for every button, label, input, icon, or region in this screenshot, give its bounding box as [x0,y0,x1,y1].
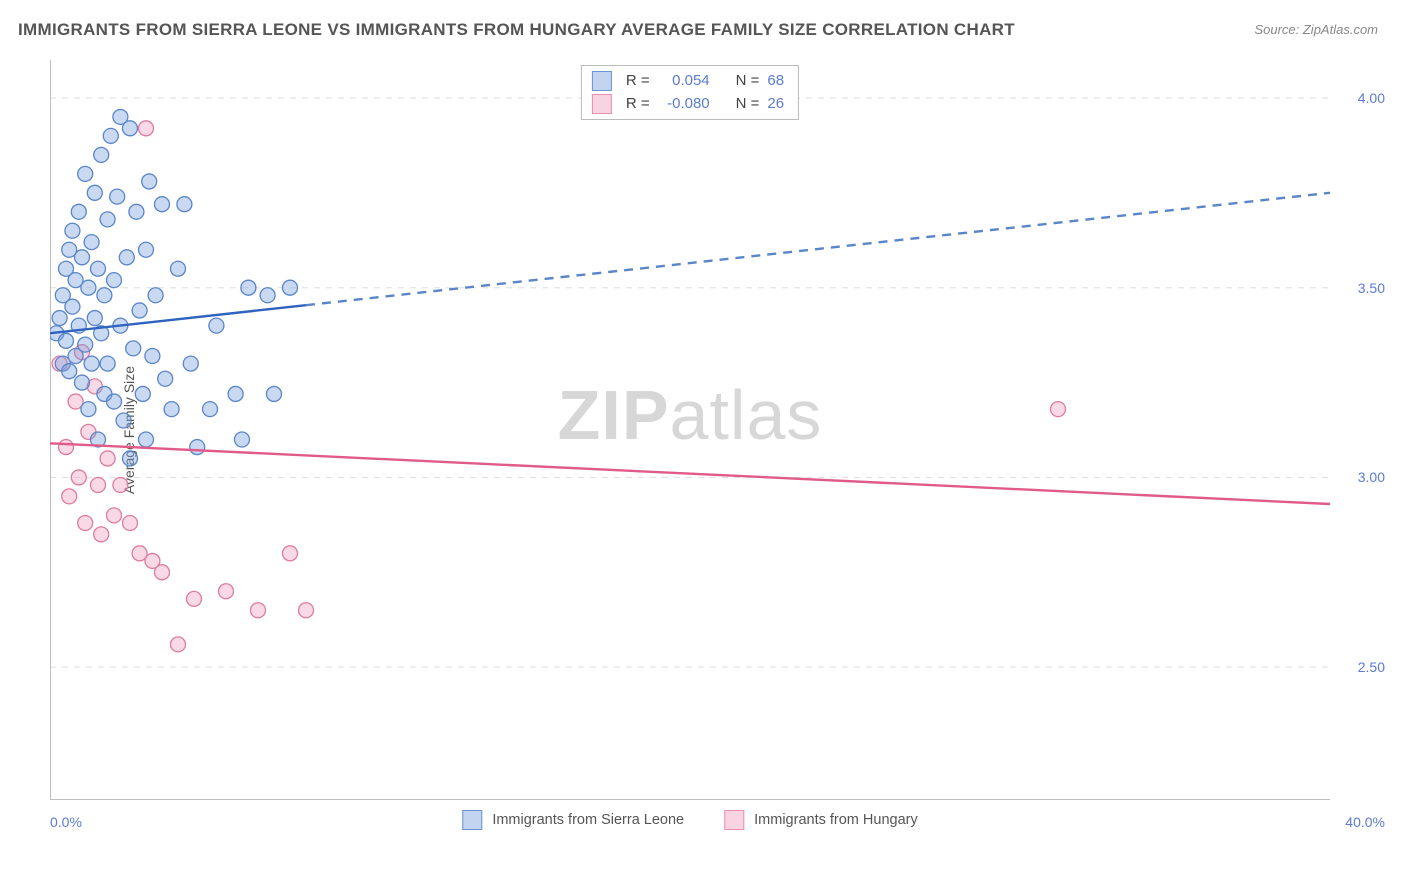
series-legend: Immigrants from Sierra Leone Immigrants … [462,810,917,830]
r-label: R = [626,70,650,93]
legend-row: R = -0.080 N = 26 [592,93,784,116]
legend-item: Immigrants from Sierra Leone [462,810,684,830]
chart-title: IMMIGRANTS FROM SIERRA LEONE VS IMMIGRAN… [18,20,1015,40]
n-label: N = [736,93,760,116]
x-tick-min: 0.0% [50,814,82,830]
legend-label: Immigrants from Hungary [754,812,918,828]
legend-swatch-pink [724,810,744,830]
legend-row: R = 0.054 N = 68 [592,70,784,93]
correlation-legend: R = 0.054 N = 68 R = -0.080 N = 26 [581,65,799,120]
x-tick-max: 40.0% [1345,814,1385,830]
legend-swatch-blue [592,71,612,91]
chart-area: Average Family Size ZIPatlas R = 0.054 N… [50,60,1330,800]
n-value: 26 [767,93,784,116]
r-value: -0.080 [658,93,710,116]
legend-item: Immigrants from Hungary [724,810,918,830]
y-tick-label: 2.50 [1358,659,1385,675]
y-tick-label: 3.50 [1358,280,1385,296]
r-value: 0.054 [658,70,710,93]
n-label: N = [736,70,760,93]
y-tick-label: 3.00 [1358,469,1385,485]
n-value: 68 [767,70,784,93]
source-attribution: Source: ZipAtlas.com [1254,22,1378,37]
r-label: R = [626,93,650,116]
legend-label: Immigrants from Sierra Leone [492,812,684,828]
legend-swatch-pink [592,94,612,114]
scatter-plot-svg [50,60,1330,800]
y-tick-label: 4.00 [1358,90,1385,106]
legend-swatch-blue [462,810,482,830]
